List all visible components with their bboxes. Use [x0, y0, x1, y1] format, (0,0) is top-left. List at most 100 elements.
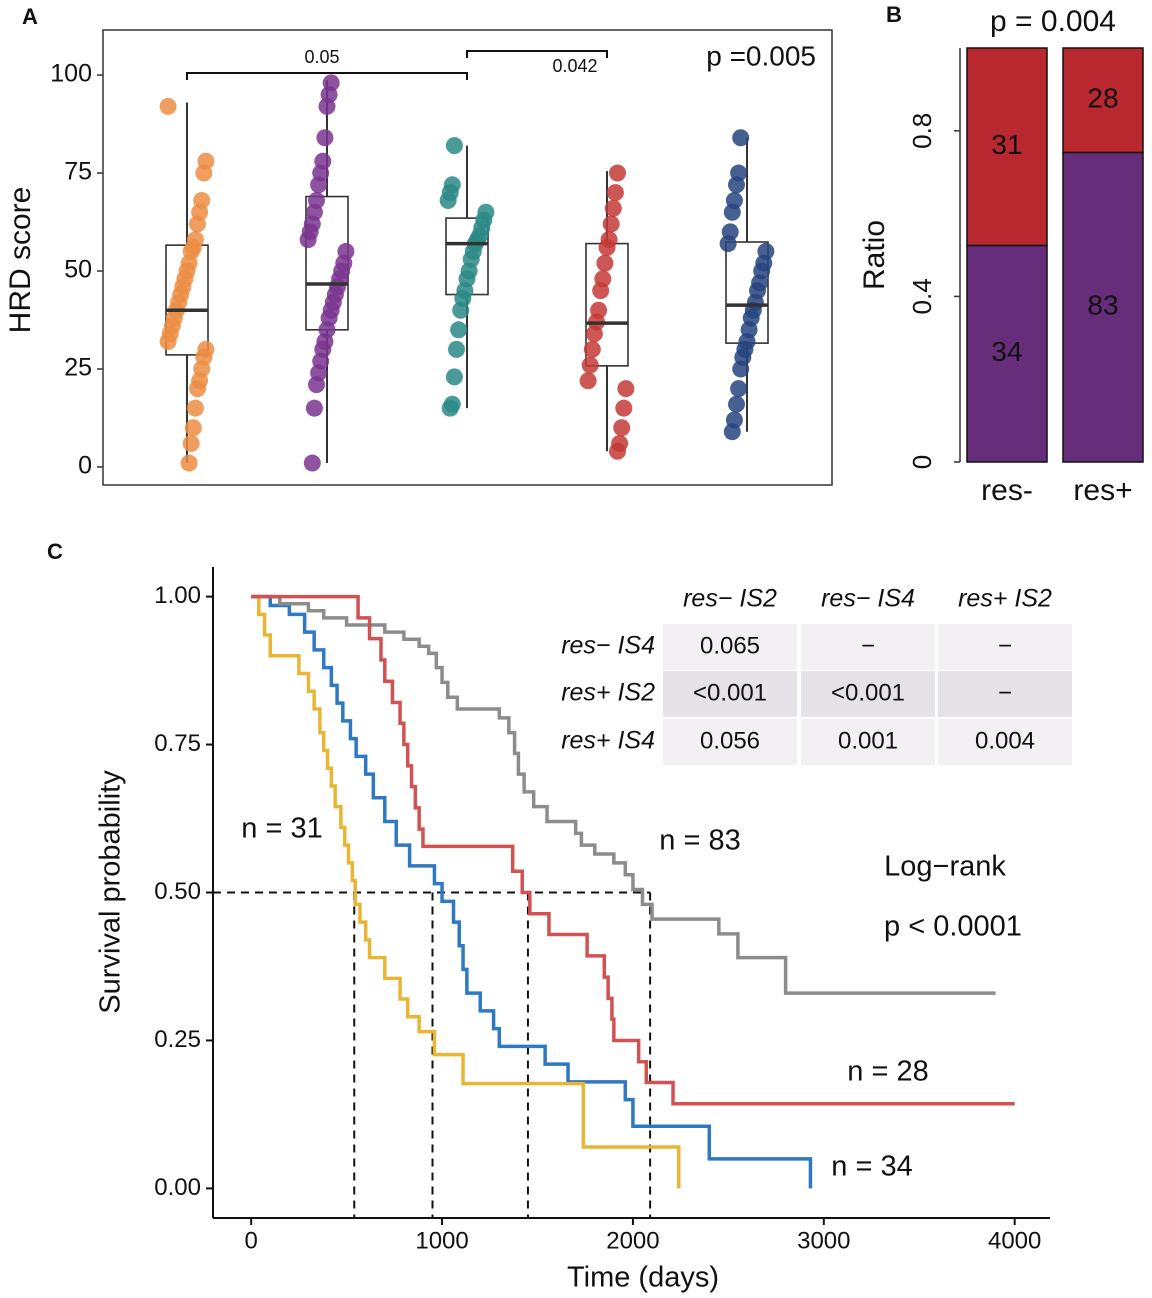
data-point [303, 454, 321, 472]
data-point [609, 442, 626, 460]
data-point [452, 301, 470, 319]
table-row-label: res+ IS4 [561, 727, 655, 755]
y-tick-label: 0.25 [154, 1026, 201, 1053]
table-header: res− IS4 [821, 585, 915, 613]
data-point [180, 454, 198, 472]
data-point [445, 137, 463, 155]
survival-curve [251, 594, 1015, 1106]
chart-title: p = 0.004 [990, 5, 1116, 38]
table-cell [801, 719, 935, 765]
y-tick-label: 0.00 [154, 1174, 201, 1201]
y-tick-label: 0.75 [154, 730, 201, 757]
data-point [579, 372, 597, 390]
table-row-label: res− IS4 [561, 632, 655, 660]
table-cell-text: 0.004 [975, 727, 1035, 754]
survival-curve [251, 594, 681, 1189]
data-point [305, 399, 323, 417]
table-cell-text: − [998, 632, 1012, 659]
table-cell [663, 624, 797, 670]
data-point [730, 380, 748, 398]
data-point [613, 419, 631, 437]
bar-value-label: 28 [1087, 83, 1118, 114]
data-point [441, 399, 459, 417]
table-cell-text: − [861, 632, 875, 659]
bar-value-label: 34 [991, 336, 1022, 367]
bracket-label: 0.042 [552, 56, 597, 76]
y-tick-label: 0.8 [907, 113, 937, 149]
data-point [184, 419, 202, 437]
annotation: n = 28 [847, 1056, 928, 1088]
data-point [719, 235, 737, 253]
y-axis-label: Ratio [858, 220, 891, 290]
data-point [592, 282, 610, 300]
data-point [583, 340, 601, 358]
data-point [189, 215, 206, 233]
x-tick-label: 3000 [797, 1227, 850, 1254]
table-cell [938, 671, 1072, 717]
y-axis-label: HRD score [4, 187, 37, 334]
annotation: p < 0.0001 [884, 911, 1022, 943]
bar-segment [966, 47, 1048, 247]
data-point [723, 423, 741, 441]
bracket-label: 0.05 [304, 47, 339, 67]
x-tick-label: 2000 [606, 1227, 659, 1254]
y-tick-label: 0.4 [907, 278, 937, 314]
data-point [617, 380, 635, 398]
data-point [598, 239, 616, 257]
y-tick-label: 75 [64, 158, 92, 186]
data-point [732, 129, 750, 147]
table-cell [801, 671, 935, 717]
data-point [318, 97, 336, 115]
table-row-label: res+ IS2 [561, 679, 655, 707]
table-header: res+ IS2 [958, 585, 1052, 613]
bar-segment [1062, 47, 1144, 154]
x-tick-label: 1000 [415, 1227, 468, 1254]
panel-label: C [47, 539, 63, 564]
panel-label: A [22, 4, 38, 29]
bar-value-label: 83 [1087, 290, 1118, 321]
table-header: res− IS2 [683, 585, 777, 613]
x-axis-label: Time (days) [567, 1262, 719, 1294]
table-cell [938, 719, 1072, 765]
x-tick-label: 4000 [988, 1227, 1041, 1254]
table-cell-text: <0.001 [693, 679, 767, 706]
data-point [316, 129, 334, 147]
significance-bracket [186, 72, 468, 80]
data-point [310, 176, 328, 194]
data-point [439, 191, 457, 209]
data-point [186, 399, 204, 417]
table-cell [663, 671, 797, 717]
y-tick-label: 0.50 [154, 878, 201, 905]
annotation: n = 83 [659, 825, 740, 857]
data-point [195, 164, 213, 182]
data-point [602, 215, 620, 233]
survival-curve [251, 594, 813, 1189]
data-point [596, 254, 614, 272]
data-point [299, 231, 317, 249]
data-point [182, 434, 200, 452]
x-tick-label: res+ [1073, 474, 1132, 507]
data-point [615, 399, 633, 417]
survival-curve [251, 594, 996, 995]
data-point [445, 368, 463, 386]
annotation: Log−rank [884, 851, 1006, 883]
data-point [606, 184, 624, 202]
y-tick-label: 50 [64, 256, 92, 284]
data-point [604, 199, 622, 217]
annotation: n = 31 [241, 813, 322, 845]
data-point [581, 356, 599, 374]
data-point [450, 321, 468, 339]
x-tick-label: res- [981, 474, 1033, 507]
data-point [728, 395, 745, 413]
table-cell-text: 0.065 [700, 632, 760, 659]
table-cell [801, 624, 935, 670]
data-point [448, 340, 465, 358]
table-cell-text: 0.056 [700, 727, 760, 754]
table-cell-text: − [998, 679, 1012, 706]
bar-value-label: 31 [991, 129, 1022, 160]
panel-label: B [886, 2, 902, 27]
data-point [308, 376, 325, 394]
plot-frame [102, 29, 833, 486]
